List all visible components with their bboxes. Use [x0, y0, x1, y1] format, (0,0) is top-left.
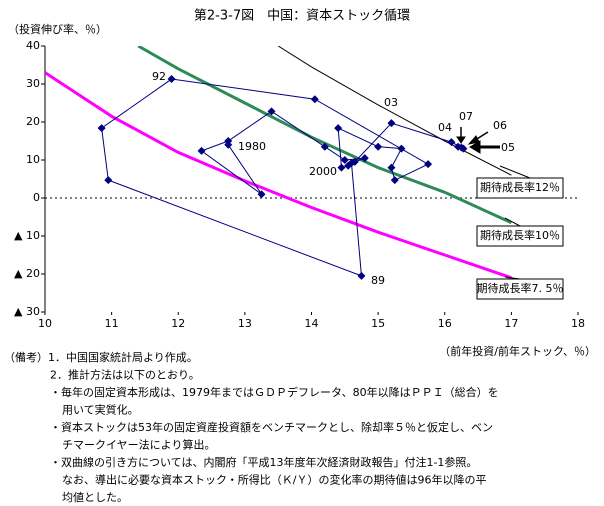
marker [387, 119, 396, 128]
marker [350, 157, 359, 166]
x-tick-label: 13 [238, 317, 252, 330]
y-tick-label: ▲ 20 [14, 267, 40, 280]
label-box [476, 278, 564, 300]
marker [320, 142, 329, 151]
marker [447, 138, 456, 147]
y-tick-label: 0 [33, 191, 40, 204]
note-line: 2．推計方法は以下のとおり。 [50, 368, 200, 382]
note-line: 用いて実質化。 [62, 403, 139, 417]
marker [310, 95, 319, 104]
arrows [456, 127, 500, 154]
x-tick-label: 15 [371, 317, 385, 330]
marker [267, 107, 276, 116]
x-tick-label: 16 [438, 317, 452, 330]
arrow-head [469, 140, 481, 154]
marker [387, 163, 396, 172]
curve-label: 期待成長率12％ [480, 180, 560, 194]
marker [357, 271, 366, 280]
year-label: 04 [438, 121, 452, 134]
note-line: 均値とした。 [62, 491, 128, 504]
y-tick-label: ▲ 30 [14, 305, 40, 318]
year-label: 1980 [238, 140, 266, 153]
label-box [476, 225, 564, 247]
chart-title: 第2-3-7図 中国：資本ストック循環 [194, 9, 410, 24]
year-label: 07 [459, 110, 473, 123]
note-line: ・資本ストックは53年の固定資産投資額をベンチマークとし、除却率５％と仮定し、ベ… [50, 420, 493, 434]
y-tick-label: 10 [26, 153, 40, 166]
x-tick-label: 11 [105, 317, 119, 330]
year-label: 06 [493, 119, 507, 132]
marker [197, 146, 206, 155]
marker [454, 142, 463, 151]
growth-curve [277, 46, 512, 176]
marker [104, 176, 113, 185]
marker [424, 160, 433, 169]
year-label: 2000 [309, 165, 337, 178]
label-box [476, 177, 564, 199]
x-tick-label: 12 [171, 317, 185, 330]
note-line: ・双曲線の引き方については、内閣府「平成13年度年次経済財政報告」付注1-1参照… [50, 455, 477, 469]
marker [397, 144, 406, 153]
x-tick-label: 10 [38, 317, 52, 330]
x-tick-label: 17 [504, 317, 518, 330]
marker [374, 142, 383, 151]
y-tick-label: 40 [26, 39, 40, 52]
leader-line [499, 165, 531, 179]
curve-label: 期待成長率10％ [480, 228, 560, 242]
marker [257, 190, 266, 199]
marker [224, 137, 233, 145]
x-tick-label: 18 [571, 317, 585, 330]
note-line: ・毎年の固定資本形成は、1979年まではＧＤＰデフレータ、80年以降はＰＰＩ（総… [50, 385, 499, 399]
note-line: なお、導出に必要な資本ストック・所得比（Ｋ/Ｙ）の変化率の期待値は96年以降の平 [62, 473, 486, 487]
leader-line [504, 217, 521, 227]
marker [337, 163, 346, 172]
marker [97, 124, 106, 133]
marker [344, 161, 353, 170]
arrow-head [456, 136, 466, 144]
y-tick-label: ▲ 10 [14, 229, 40, 242]
marker [390, 176, 399, 185]
data-line [101, 78, 464, 277]
y-tick-label: 20 [26, 115, 40, 128]
year-label: 03 [384, 96, 398, 109]
x-tick-label: 14 [305, 317, 319, 330]
y-tick-label: 30 [26, 77, 40, 90]
marker [334, 124, 343, 133]
growth-curve [45, 71, 512, 280]
growth-curve [137, 46, 512, 225]
marker [167, 75, 176, 84]
y-axis-label: （投資伸び率、％） [8, 22, 107, 36]
year-label: 92 [152, 70, 166, 83]
note-line: チマークイヤー法により算出。 [62, 438, 215, 452]
marker [340, 156, 349, 164]
curve-label: 期待成長率7. 5％ [477, 281, 564, 295]
note-line: （備考）1．中国国家統計局より作成。 [4, 350, 198, 364]
arrow-head [467, 135, 480, 145]
year-label: 89 [371, 274, 385, 287]
x-axis-label: （前年投資/前年ストック、％） [439, 344, 596, 358]
marker [360, 154, 369, 163]
year-label: 05 [501, 141, 515, 154]
